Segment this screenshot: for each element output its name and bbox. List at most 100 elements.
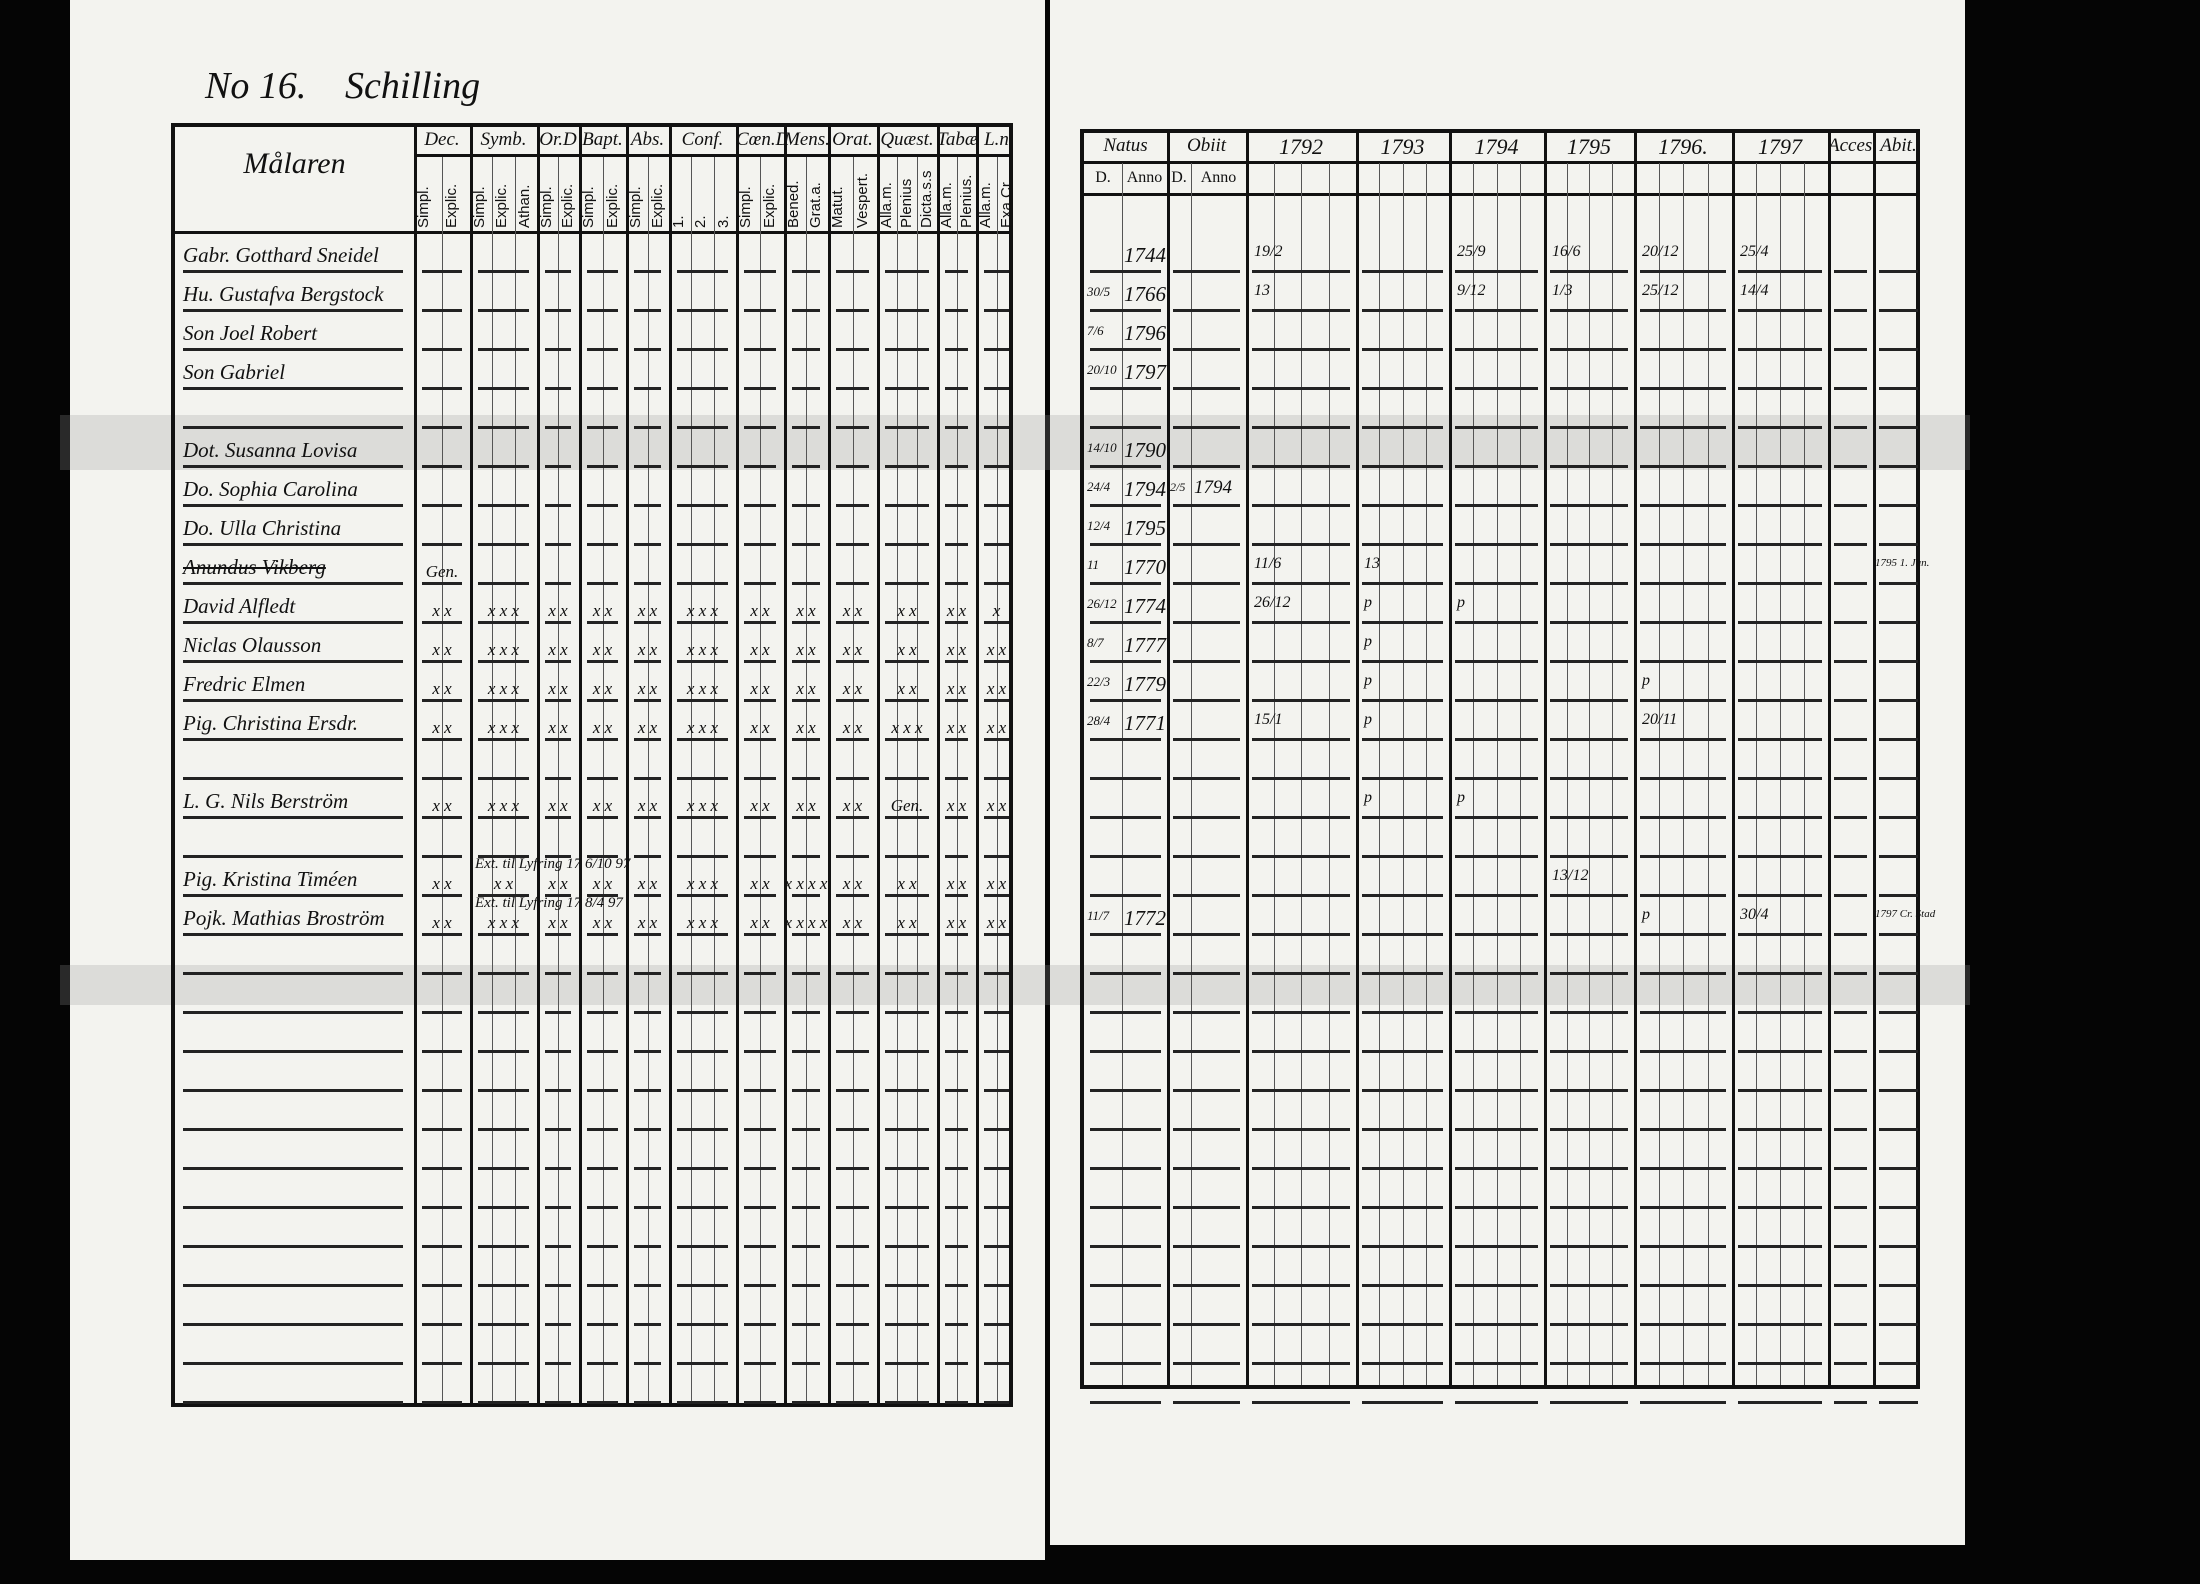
row-line — [1834, 1284, 1867, 1287]
row-line — [183, 972, 403, 975]
row-line — [587, 1401, 618, 1404]
subcolumn-divider — [602, 157, 604, 1403]
row-line — [1834, 777, 1867, 780]
column-header: Conf. — [681, 129, 724, 150]
row-line — [677, 465, 728, 468]
person-name: Pig. Christina Ersdr. — [183, 711, 359, 735]
row-line — [1879, 348, 1918, 351]
row-line — [885, 387, 929, 390]
subcolumn-divider — [1707, 163, 1709, 1385]
row-line — [478, 1245, 529, 1248]
row-line — [1640, 894, 1726, 897]
row-line — [634, 543, 661, 546]
row-line — [1834, 933, 1867, 936]
subcolumn-divider — [917, 157, 918, 1403]
column-divider — [579, 127, 582, 1403]
row-line — [1090, 426, 1161, 429]
row-line — [984, 1050, 1009, 1053]
row-line — [1455, 816, 1538, 819]
catechism-mark: x x — [946, 796, 967, 815]
row-line — [634, 777, 661, 780]
row-line — [744, 465, 776, 468]
row-line — [885, 1167, 929, 1170]
row-line — [1090, 1089, 1161, 1092]
row-line — [1252, 972, 1350, 975]
catechism-mark: x x — [548, 913, 568, 932]
row-line — [885, 582, 929, 585]
row-line — [1362, 855, 1443, 858]
row-line — [885, 1245, 929, 1248]
row-line — [984, 894, 1009, 897]
row-line — [984, 348, 1009, 351]
row-line — [1252, 1128, 1350, 1131]
row-line — [545, 426, 571, 429]
row-line — [183, 1245, 403, 1248]
row-line — [1640, 933, 1726, 936]
row-line — [885, 855, 929, 858]
row-line — [1455, 621, 1538, 624]
catechism-mark: x x — [548, 601, 568, 620]
row-line — [792, 738, 820, 741]
catechism-mark: x x — [637, 679, 658, 698]
row-line — [183, 309, 403, 312]
subcolumn-divider — [1328, 163, 1330, 1385]
row-line — [744, 933, 776, 936]
row-line — [836, 1050, 869, 1053]
row-line — [1550, 699, 1628, 702]
row-line — [1738, 621, 1822, 624]
person-name: Gabr. Gotthard Sneidel — [183, 243, 379, 267]
row-line — [545, 660, 571, 663]
row-line — [422, 1245, 462, 1248]
row-line — [634, 894, 661, 897]
row-line — [1090, 1284, 1161, 1287]
catechism-mark: x x — [842, 679, 863, 698]
row-line — [1640, 387, 1726, 390]
row-line — [1550, 426, 1628, 429]
row-line — [1879, 621, 1918, 624]
row-line — [545, 1206, 571, 1209]
row-line — [587, 1050, 618, 1053]
subcolumn-divider — [1301, 163, 1302, 1385]
row-line — [836, 1323, 869, 1326]
scan-band — [60, 965, 1970, 1005]
subcolumn-divider — [492, 157, 494, 1403]
row-line — [478, 660, 529, 663]
row-line — [478, 621, 529, 624]
abit-header: Abit. — [1880, 135, 1917, 156]
extract-note: Ext. til Lyfring 17 6/10 97 — [475, 856, 631, 872]
row-line — [677, 348, 728, 351]
row-line — [183, 387, 403, 390]
row-line — [677, 1362, 728, 1365]
row-line — [792, 1050, 820, 1053]
birth-year: 1779 — [1124, 672, 1166, 696]
row-line — [1738, 387, 1822, 390]
subcolumn-divider — [956, 157, 958, 1403]
subcolumn-header: Simpl. — [471, 186, 488, 228]
row-line — [587, 738, 618, 741]
row-line — [183, 465, 403, 468]
year-header: 1793 — [1380, 135, 1425, 159]
birth-year: 1766 — [1124, 282, 1166, 306]
row-line — [545, 1128, 571, 1131]
row-line — [1834, 582, 1867, 585]
row-line — [1834, 465, 1867, 468]
subcolumn-divider — [1611, 163, 1613, 1385]
subcolumn-divider — [1780, 163, 1781, 1385]
catechism-mark: x x — [493, 874, 514, 893]
row-line — [478, 1050, 529, 1053]
subcolumn-header: Explic. — [443, 183, 460, 228]
row-line — [677, 816, 728, 819]
person-name: Niclas Olausson — [183, 633, 322, 657]
catechism-mark: x x — [796, 601, 816, 620]
row-line — [885, 738, 929, 741]
row-line — [1640, 660, 1726, 663]
catechism-mark: x x — [548, 796, 568, 815]
row-line — [587, 543, 618, 546]
catechism-mark: x x x — [686, 796, 719, 815]
row-line — [677, 1206, 728, 1209]
row-line — [1173, 699, 1240, 702]
row-line — [634, 855, 661, 858]
row-line — [1362, 387, 1443, 390]
row-line — [1879, 504, 1918, 507]
column-divider — [784, 127, 787, 1403]
